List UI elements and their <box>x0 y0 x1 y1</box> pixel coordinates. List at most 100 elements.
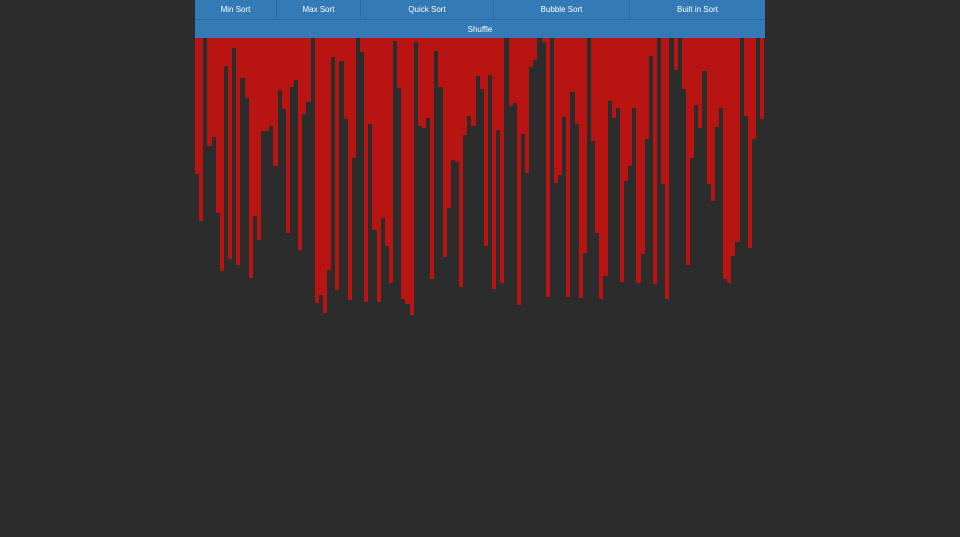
bar <box>500 38 505 283</box>
bar <box>541 38 546 42</box>
bar <box>479 38 484 89</box>
bar <box>595 38 600 233</box>
bar <box>393 38 398 41</box>
bar <box>591 38 596 141</box>
bar <box>409 38 414 315</box>
bar <box>248 38 253 278</box>
bar <box>607 38 612 101</box>
bar <box>578 38 583 298</box>
bar <box>244 38 249 98</box>
bar <box>520 38 525 134</box>
bar <box>454 38 459 162</box>
bar <box>232 38 237 48</box>
bar <box>236 38 241 265</box>
bar <box>714 38 719 127</box>
max-sort-button[interactable]: Max Sort <box>277 0 361 19</box>
bar <box>446 38 451 208</box>
bar <box>574 38 579 124</box>
bar <box>376 38 381 302</box>
bar <box>397 38 402 88</box>
bar <box>421 38 426 128</box>
bar <box>698 38 703 128</box>
bar <box>582 38 587 253</box>
bar <box>706 38 711 184</box>
bar <box>611 38 616 118</box>
bar <box>388 38 393 283</box>
bar <box>442 38 447 257</box>
bar <box>562 38 567 117</box>
bar <box>322 38 327 313</box>
shuffle-row: Shuffle <box>195 19 765 38</box>
bar <box>327 38 332 270</box>
bar <box>644 38 649 139</box>
bar <box>694 38 699 105</box>
sort-toolbar: Min Sort Max Sort Quick Sort Bubble Sort… <box>195 0 765 19</box>
bar <box>545 38 550 297</box>
bar <box>487 38 492 75</box>
bar <box>615 38 620 108</box>
bar <box>318 38 323 295</box>
bar <box>483 38 488 246</box>
bar <box>685 38 690 265</box>
bar <box>401 38 406 299</box>
bar <box>640 38 645 254</box>
bar <box>702 38 707 71</box>
bar <box>652 38 657 284</box>
bar <box>261 38 266 131</box>
quick-sort-button[interactable]: Quick Sort <box>361 0 494 19</box>
bar <box>426 38 431 118</box>
bar <box>302 38 307 114</box>
built-in-sort-button[interactable]: Built in Sort <box>630 0 765 19</box>
min-sort-button[interactable]: Min Sort <box>195 0 277 19</box>
bar <box>215 38 220 213</box>
bar <box>661 38 666 184</box>
bar <box>603 38 608 276</box>
shuffle-button[interactable]: Shuffle <box>195 19 765 38</box>
bar <box>673 38 678 70</box>
bar <box>525 38 530 173</box>
bar <box>727 38 732 283</box>
bar <box>723 38 728 279</box>
bar <box>438 38 443 87</box>
bar <box>277 38 282 90</box>
bar <box>199 38 204 221</box>
bar <box>281 38 286 109</box>
sort-visualizer: Min Sort Max Sort Quick Sort Bubble Sort… <box>195 0 765 338</box>
bar <box>747 38 752 248</box>
bar <box>516 38 521 305</box>
bar <box>384 38 389 246</box>
bar <box>467 38 472 116</box>
bar <box>405 38 410 304</box>
bar <box>632 38 637 108</box>
bar <box>343 38 348 119</box>
bar <box>306 38 311 102</box>
bar <box>681 38 686 89</box>
bar <box>331 38 336 57</box>
bar <box>335 38 340 290</box>
bar <box>553 38 558 183</box>
bar <box>364 38 369 302</box>
bubble-sort-button[interactable]: Bubble Sort <box>494 0 630 19</box>
bar <box>430 38 435 279</box>
bar <box>475 38 480 76</box>
bar <box>265 38 270 131</box>
bar <box>496 38 501 130</box>
bar <box>314 38 319 303</box>
bar <box>751 38 756 139</box>
bar <box>207 38 212 146</box>
bar <box>269 38 274 126</box>
bar <box>471 38 476 126</box>
bar <box>628 38 633 166</box>
bar <box>240 38 245 78</box>
bar <box>718 38 723 108</box>
bar <box>211 38 216 137</box>
bar <box>289 38 294 87</box>
bar <box>558 38 563 175</box>
bar <box>665 38 670 299</box>
bar <box>252 38 257 216</box>
bar <box>228 38 233 259</box>
bar <box>463 38 468 135</box>
bar <box>533 38 538 60</box>
bar <box>566 38 571 297</box>
bar <box>731 38 736 256</box>
